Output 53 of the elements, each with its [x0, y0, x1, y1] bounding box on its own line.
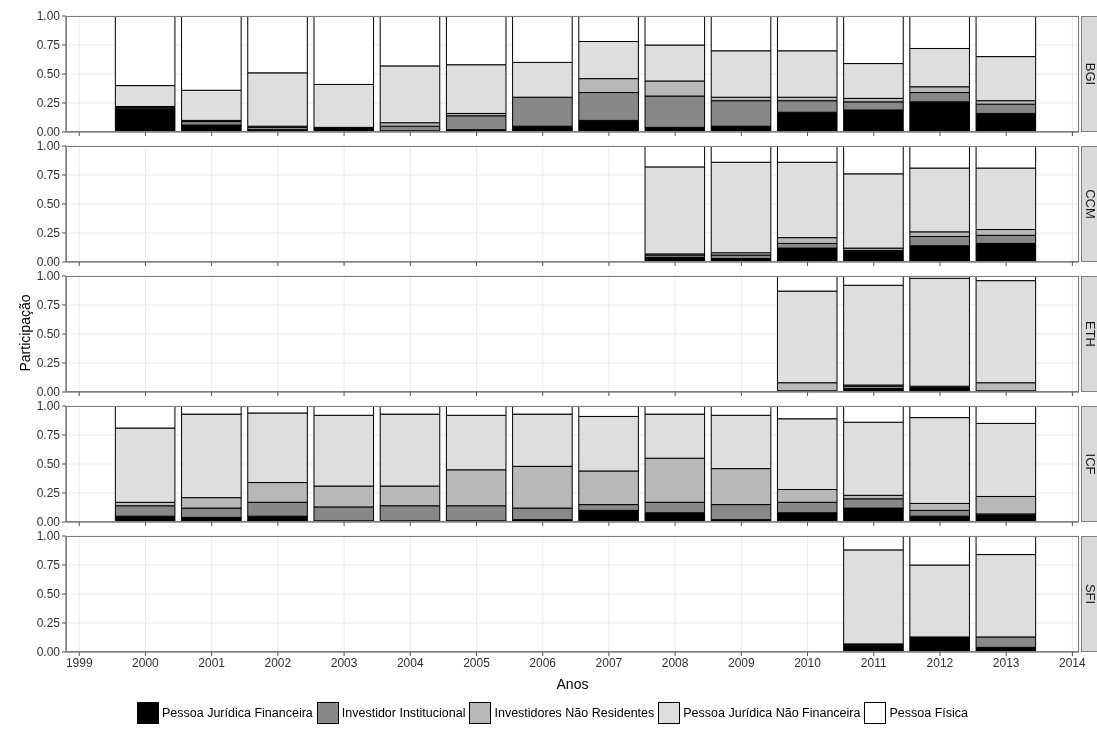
text: SFI — [1082, 583, 1097, 605]
x-tick-label: 1999 — [65, 655, 93, 670]
y-tick-label: 0.25 — [36, 486, 61, 501]
y-tick-label: 0.25 — [36, 356, 61, 371]
legend-label: Investidor Institucional — [341, 706, 466, 720]
y-tick-label: 1.00 — [36, 139, 61, 154]
y-tick-label: 1.00 — [36, 9, 61, 24]
y-tick-label: 0.00 — [36, 125, 61, 140]
x-tick-label: 2003 — [330, 655, 358, 670]
legend-label: Pessoa Física — [889, 706, 968, 720]
y-tick-label: 0.50 — [36, 197, 61, 212]
y-tick-label: 0.75 — [36, 298, 61, 313]
x-tick-label: 2001 — [198, 655, 226, 670]
y-tick-label: 0.00 — [36, 515, 61, 530]
y-tick-label: 0.75 — [36, 428, 61, 443]
x-tick-label: 2005 — [463, 655, 491, 670]
y-tick-label: 0.50 — [36, 587, 61, 602]
y-tick-label: 1.00 — [36, 399, 61, 414]
x-tick-label: 2002 — [264, 655, 292, 670]
y-tick-label: 0.50 — [36, 327, 61, 342]
y-axis-title: Participação — [17, 294, 34, 372]
text: CCM — [1082, 189, 1097, 219]
x-tick-label: 2011 — [860, 655, 887, 670]
legend-label: Investidores Não Residentes — [494, 706, 655, 720]
legend-label: Pessoa Jurídica Financeira — [162, 706, 313, 720]
x-tick-label: 2004 — [396, 655, 424, 670]
x-tick-label: 2000 — [132, 655, 160, 670]
y-tick-label: 0.00 — [36, 255, 61, 270]
x-tick-label: 2012 — [926, 655, 954, 670]
x-tick-label: 2006 — [529, 655, 557, 670]
x-tick-label: 2014 — [1059, 655, 1087, 670]
y-tick-label: 0.50 — [36, 457, 61, 472]
text: ETH — [1082, 321, 1097, 347]
y-tick-label: 0.75 — [36, 168, 61, 183]
y-tick-label: 0.50 — [36, 67, 61, 82]
x-tick-label: 2010 — [794, 655, 822, 670]
y-tick-label: 0.00 — [36, 385, 61, 400]
y-tick-label: 0.25 — [36, 616, 61, 631]
x-tick-label: 2007 — [595, 655, 623, 670]
legend-label: Pessoa Jurídica Não Financeira — [683, 706, 861, 720]
x-tick-label: 2008 — [661, 655, 689, 670]
y-tick-label: 0.00 — [36, 645, 61, 660]
x-tick-label: 2013 — [992, 655, 1020, 670]
text: BGI — [1082, 62, 1097, 86]
text: ICF — [1082, 453, 1097, 475]
y-tick-label: 0.75 — [36, 558, 61, 573]
y-tick-label: 0.75 — [36, 38, 61, 53]
x-axis-title: Anos — [555, 676, 590, 692]
y-tick-label: 0.25 — [36, 226, 61, 241]
y-tick-label: 0.25 — [36, 96, 61, 111]
y-tick-label: 1.00 — [36, 269, 61, 284]
x-tick-label: 2009 — [727, 655, 755, 670]
y-tick-label: 1.00 — [36, 529, 61, 544]
